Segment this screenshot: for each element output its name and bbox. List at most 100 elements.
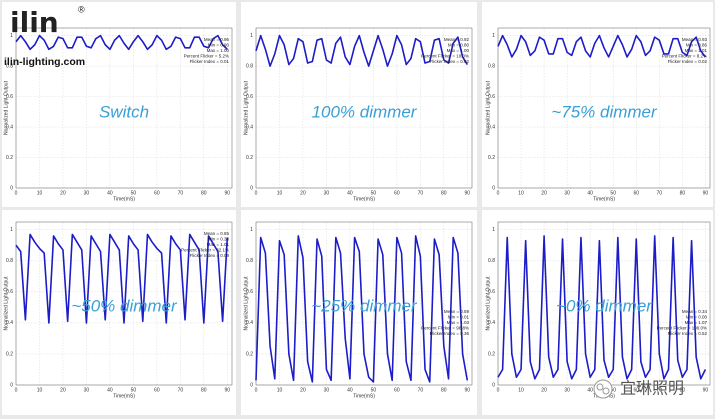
stat-text: Min = 0.80 [448, 43, 470, 48]
watermark-icon [593, 379, 613, 399]
y-tick-label: 0 [492, 185, 495, 191]
x-tick-label: 10 [37, 387, 43, 393]
logo-mark: ® [78, 4, 85, 14]
watermark: 宜琳照明 [593, 379, 684, 399]
x-tick-label: 60 [633, 387, 639, 393]
stat-text: Flicker Index = 0.09 [190, 253, 230, 258]
x-tick-label: 90 [225, 190, 231, 196]
plot-frame [497, 27, 711, 189]
x-tick-label: 70 [178, 190, 184, 196]
stat-text: Mean = 0.93 [682, 37, 708, 42]
stat-text: Flicker Index = 0.36 [430, 331, 470, 336]
y-tick-label: 0.4 [488, 124, 495, 130]
y-tick-label: 0.4 [488, 320, 495, 326]
stat-text: Mean = 0.34 [682, 309, 708, 314]
x-tick-label: 50 [371, 387, 377, 393]
plot-frame [255, 27, 473, 189]
x-tick-label: 90 [703, 387, 709, 393]
y-axis-label: Normalized Light Output [3, 276, 9, 331]
stat-text: Percent Flicker = 100.0% [657, 325, 707, 330]
x-tick-label: 40 [347, 190, 353, 196]
x-tick-label: 30 [84, 190, 90, 196]
x-tick-label: 20 [541, 190, 547, 196]
y-tick-label: 0.2 [246, 155, 253, 161]
panel-background [2, 210, 236, 415]
stat-text: Max = 1.01 [207, 242, 230, 247]
y-tick-label: 0.6 [6, 289, 13, 295]
x-tick-label: 80 [441, 190, 447, 196]
y-tick-label: 0.2 [6, 351, 13, 357]
plot-frame [15, 27, 233, 189]
x-tick-label: 0 [255, 387, 258, 393]
y-tick-label: 0 [10, 185, 13, 191]
x-tick-label: 20 [300, 190, 306, 196]
stat-text: Min = 0.86 [686, 43, 708, 48]
y-tick-label: 0.2 [488, 351, 495, 357]
y-tick-label: 0.8 [246, 63, 253, 69]
y-tick-label: 0.6 [246, 289, 253, 295]
stat-text: Min = 0.38 [208, 237, 230, 242]
x-tick-label: 10 [277, 387, 283, 393]
y-tick-label: 0.8 [6, 63, 13, 69]
x-tick-label: 20 [60, 190, 66, 196]
y-tick-label: 1 [10, 33, 13, 39]
x-axis-label: Time(mS) [353, 196, 375, 202]
y-tick-label: 0 [250, 382, 253, 388]
x-tick-label: 10 [518, 387, 524, 393]
chart-title: ~75% dimmer [551, 102, 658, 121]
y-tick-label: 0.6 [246, 94, 253, 100]
x-tick-label: 50 [131, 387, 137, 393]
stat-text: Flicker Index = 0.02 [668, 59, 708, 64]
stat-text: Max = 1.00 [447, 48, 470, 53]
y-tick-label: 0.8 [6, 258, 13, 264]
x-tick-label: 30 [564, 190, 570, 196]
x-tick-label: 30 [564, 387, 570, 393]
x-tick-label: 60 [394, 190, 400, 196]
y-tick-label: 0.8 [488, 258, 495, 264]
watermark-text: 宜琳照明 [620, 379, 684, 398]
x-tick-label: 70 [178, 387, 184, 393]
logo-url: ilin-lighting.com [4, 56, 85, 68]
y-tick-label: 0.4 [6, 124, 13, 130]
stat-text: Mean = 0.96 [204, 37, 230, 42]
x-tick-label: 0 [15, 387, 18, 393]
logo-brand: ilin [10, 6, 59, 39]
chart-title: ~50% dimmer [71, 296, 178, 315]
y-tick-label: 0.8 [246, 258, 253, 264]
stat-text: Min = 0.90 [208, 43, 230, 48]
chart-title: ~0% dimmer [556, 296, 653, 315]
y-tick-label: 0 [492, 382, 495, 388]
x-tick-label: 90 [225, 387, 231, 393]
x-tick-label: 40 [587, 190, 593, 196]
y-tick-label: 1 [492, 227, 495, 233]
x-tick-label: 60 [394, 387, 400, 393]
chart-title: Switch [99, 102, 149, 121]
x-tick-label: 40 [107, 190, 113, 196]
y-tick-label: 0.6 [488, 289, 495, 295]
x-tick-label: 80 [441, 387, 447, 393]
y-axis-label: Normalized Light Output [243, 276, 249, 331]
stat-text: Percent Flicker = 32.1% [181, 248, 229, 253]
plot-frame [255, 221, 473, 386]
y-tick-label: 0.6 [6, 94, 13, 100]
waveform [15, 34, 228, 51]
y-tick-label: 0.2 [246, 351, 253, 357]
x-tick-label: 20 [541, 387, 547, 393]
watermark-icon-part [602, 387, 610, 395]
stat-text: Max = 1.01 [685, 48, 708, 53]
chart-title: ~25% dimmer [311, 296, 418, 315]
x-tick-label: 80 [201, 190, 207, 196]
x-tick-label: 90 [465, 387, 471, 393]
x-tick-label: 60 [154, 190, 160, 196]
watermark-icon-part [596, 383, 604, 391]
waveform [255, 34, 468, 67]
x-axis-label: Time(mS) [113, 196, 135, 202]
x-tick-label: 90 [703, 190, 709, 196]
x-tick-label: 40 [347, 387, 353, 393]
x-tick-label: 70 [418, 387, 424, 393]
chart-panel: 00.20.40.60.810102030405060708090Time(mS… [482, 210, 713, 415]
